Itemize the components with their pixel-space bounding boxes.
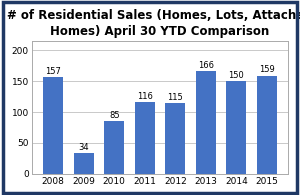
Text: 157: 157 bbox=[45, 66, 61, 76]
Text: 166: 166 bbox=[198, 61, 214, 70]
Text: 34: 34 bbox=[78, 143, 89, 152]
Bar bbox=[165, 103, 185, 174]
Text: 159: 159 bbox=[259, 65, 275, 74]
Bar bbox=[196, 71, 216, 174]
Bar bbox=[74, 153, 94, 174]
Bar bbox=[226, 81, 246, 174]
Bar bbox=[43, 77, 63, 174]
Bar bbox=[104, 121, 124, 174]
Text: 150: 150 bbox=[228, 71, 244, 80]
Bar bbox=[135, 102, 155, 174]
Title: # of Residential Sales (Homes, Lots, Attached
Homes) April 30 YTD Comparison: # of Residential Sales (Homes, Lots, Att… bbox=[7, 9, 300, 38]
Text: 115: 115 bbox=[167, 92, 183, 102]
Text: 85: 85 bbox=[109, 111, 119, 120]
Text: 116: 116 bbox=[137, 92, 153, 101]
Bar bbox=[257, 76, 277, 174]
